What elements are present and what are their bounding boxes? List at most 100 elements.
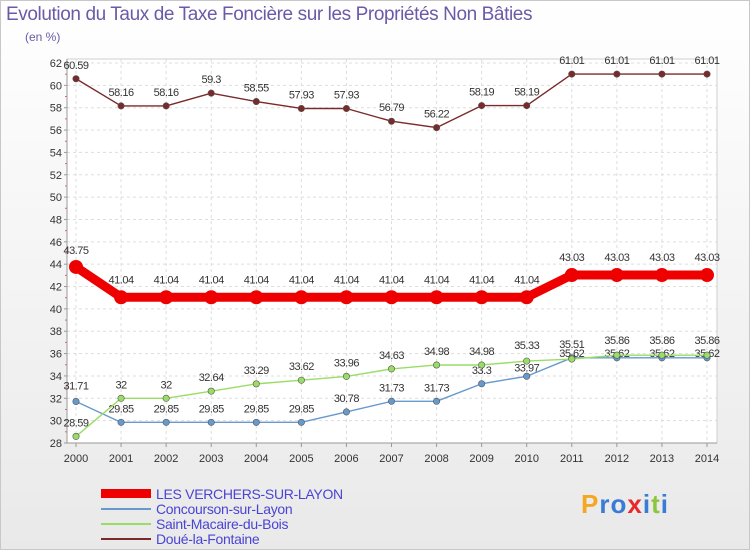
y-tick-label: 42 (50, 282, 62, 294)
data-point (117, 394, 125, 402)
data-point (252, 98, 260, 106)
y-tick-label: 36 (50, 349, 62, 361)
x-tick-label: 2009 (469, 453, 493, 465)
data-label: 33.97 (514, 362, 539, 374)
data-point (207, 387, 215, 395)
data-point (297, 418, 305, 426)
data-point (339, 290, 354, 305)
data-point (568, 70, 576, 78)
x-tick-label: 2011 (560, 453, 584, 465)
data-label: 41.04 (469, 274, 494, 286)
data-point (474, 290, 489, 305)
data-point (342, 372, 350, 380)
data-label: 29.85 (289, 403, 314, 415)
data-label: 58.16 (154, 87, 179, 99)
x-tick-label: 2006 (334, 453, 358, 465)
data-label: 59.3 (202, 74, 222, 86)
logo-letter: P (581, 489, 600, 519)
data-point (252, 380, 260, 388)
data-label: 58.19 (469, 87, 494, 99)
data-label: 41.04 (289, 274, 314, 286)
data-label: 33.29 (244, 365, 269, 377)
data-label: 35.86 (604, 335, 629, 347)
data-label: 41.04 (244, 274, 269, 286)
data-label: 41.04 (379, 274, 404, 286)
data-label: 41.04 (424, 274, 449, 286)
data-label: 57.93 (289, 89, 314, 101)
data-point (613, 351, 621, 359)
data-label: 58.55 (244, 83, 269, 95)
data-point (658, 70, 666, 78)
data-point (117, 102, 125, 110)
data-label: 58.19 (514, 87, 539, 99)
data-label: 29.85 (109, 403, 134, 415)
data-point (564, 268, 579, 283)
data-label: 32 (115, 379, 127, 391)
data-label: 57.93 (334, 89, 359, 101)
series-3: 60.59 58.16 58.16 59.3 58.55 57.93 57.93 56.79 5… (63, 55, 720, 132)
logo-letter: x (627, 489, 643, 519)
legend-item: Concourson-sur-Layon (101, 500, 343, 517)
data-point (654, 268, 669, 283)
legend-label: Concourson-sur-Layon (156, 500, 293, 517)
data-point (72, 75, 80, 83)
data-label: 35.33 (514, 340, 539, 352)
data-point (387, 365, 395, 373)
data-label: 56.22 (424, 109, 449, 121)
legend-label: LES VERCHERS-SUR-LAYON (156, 485, 343, 502)
data-label: 58.16 (109, 87, 134, 99)
data-point (700, 268, 714, 283)
data-point (297, 104, 305, 112)
data-point (294, 290, 309, 305)
y-tick-label: 34 (50, 371, 62, 383)
data-label: 34.98 (469, 346, 494, 358)
data-label: 43.75 (63, 245, 88, 257)
x-tick-label: 2003 (199, 453, 223, 465)
y-tick-label: 38 (50, 326, 62, 338)
y-tick-label: 32 (50, 393, 62, 405)
logo-letter: r (599, 489, 611, 519)
x-tick-label: 2005 (289, 453, 313, 465)
logo-letter: i (642, 489, 652, 519)
data-point (523, 372, 531, 380)
data-point (658, 351, 666, 359)
series-0: 43.75 41.04 41.04 41.04 41.04 41.04 41.04 41.04… (63, 245, 720, 305)
legend-label: Saint-Macaire-du-Bois (156, 515, 289, 532)
data-point (207, 89, 215, 97)
data-label: 41.04 (514, 274, 539, 286)
data-label: 56.79 (379, 102, 404, 114)
y-tick-label: 30 (50, 416, 62, 428)
y-tick-label: 52 (50, 170, 62, 182)
data-label: 31.73 (424, 382, 449, 394)
data-point (433, 397, 441, 405)
data-point (703, 70, 711, 78)
data-point (478, 361, 486, 369)
data-point (523, 102, 531, 110)
data-label: 33.62 (289, 361, 314, 373)
x-tick-label: 2002 (154, 453, 178, 465)
data-label: 28.59 (63, 417, 88, 429)
data-point (72, 398, 80, 406)
x-tick-label: 2007 (379, 453, 403, 465)
data-point (568, 355, 576, 363)
data-point (433, 124, 441, 132)
x-tick-label: 2004 (244, 453, 268, 465)
legend-item: Saint-Macaire-du-Bois (101, 515, 343, 532)
y-tick-label: 56 (50, 125, 62, 137)
x-tick-label: 2012 (605, 453, 629, 465)
data-label: 29.85 (154, 403, 179, 415)
y-tick-label: 58 (50, 103, 62, 115)
x-tick-label: 2001 (109, 453, 133, 465)
chart-title: Evolution du Taux de Taxe Foncière sur l… (6, 4, 533, 25)
data-label: 61.01 (559, 55, 584, 67)
data-label: 29.85 (199, 403, 224, 415)
x-tick-label: 2000 (64, 453, 88, 465)
data-label: 31.71 (63, 381, 88, 393)
data-label: 41.04 (154, 274, 179, 286)
data-label: 29.85 (244, 403, 269, 415)
y-tick-label: 46 (50, 237, 62, 249)
data-point (384, 290, 399, 305)
proxiti-logo: Proxiti (581, 489, 669, 520)
